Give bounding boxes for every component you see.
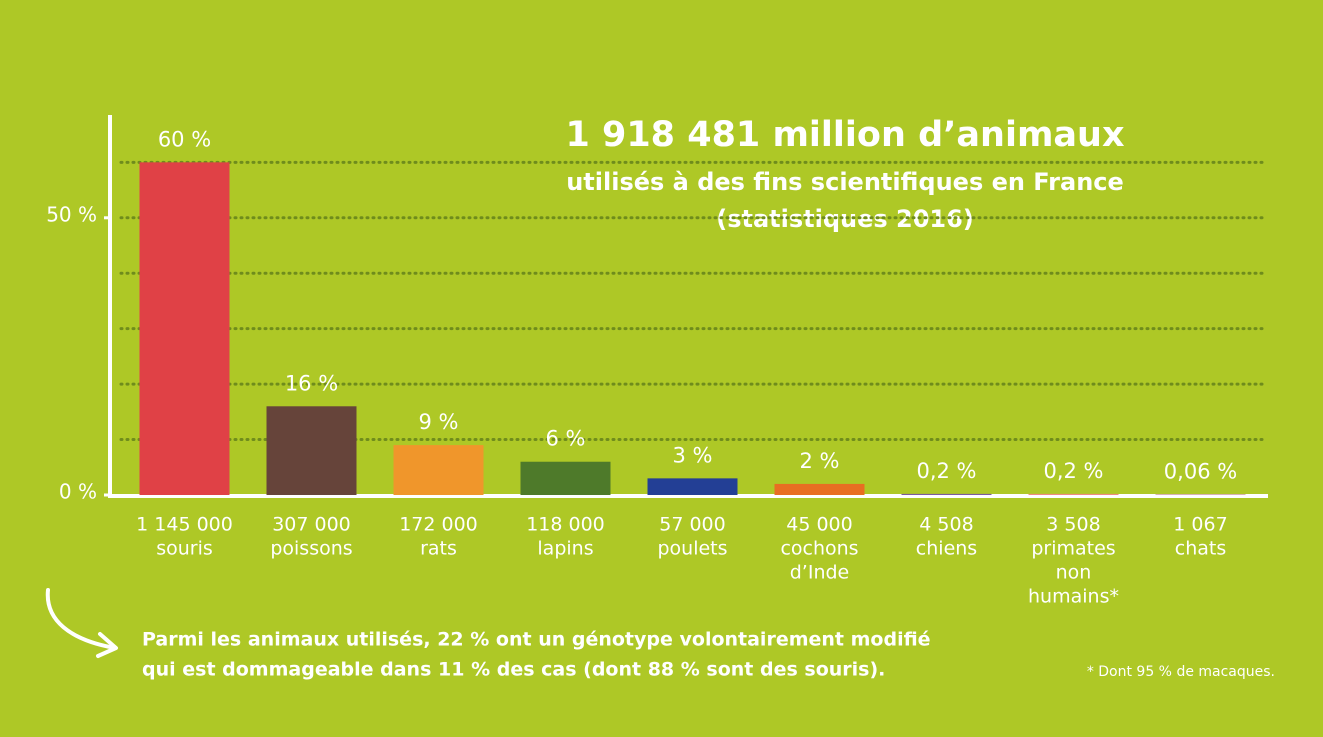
bar <box>139 162 230 495</box>
x-tick-label: lapins <box>537 538 593 560</box>
bar <box>266 406 357 495</box>
y-tick-label: 50 % <box>46 202 97 226</box>
bar <box>774 483 865 495</box>
value-label: 0,2 % <box>916 459 976 483</box>
note: Parmi les animaux utilisés, 22 % ont un … <box>142 629 931 651</box>
bar <box>901 493 992 495</box>
count-label: 307 000 <box>272 514 351 536</box>
count-label: 172 000 <box>399 514 478 536</box>
value-label: 6 % <box>546 427 586 451</box>
value-label: 16 % <box>285 371 338 395</box>
x-tick-label: poissons <box>270 538 352 560</box>
count-label: 1 145 000 <box>136 514 233 536</box>
x-tick-label: chats <box>1175 538 1226 560</box>
bar <box>1028 493 1119 495</box>
count-label: 45 000 <box>786 514 852 536</box>
count-label: 3 508 <box>1046 514 1100 536</box>
x-tick-label: d’Inde <box>790 562 850 584</box>
arrow-head <box>96 632 118 658</box>
bar <box>520 461 611 495</box>
value-label: 2 % <box>800 449 840 473</box>
x-tick-label: rats <box>420 538 457 560</box>
x-tick-label: primates <box>1031 538 1115 560</box>
value-label: 0,06 % <box>1164 460 1237 484</box>
bar <box>393 445 484 495</box>
count-label: 57 000 <box>659 514 725 536</box>
count-label: 4 508 <box>919 514 973 536</box>
value-label: 0,2 % <box>1043 459 1103 483</box>
x-tick-label: humains* <box>1028 586 1119 608</box>
chart-subtitle: (statistiques 2016) <box>716 205 974 233</box>
count-label: 1 067 <box>1173 514 1227 536</box>
bar <box>647 478 738 495</box>
y-tick-label: 0 % <box>59 480 97 504</box>
chart-title: 1 918 481 million d’animaux <box>565 115 1125 155</box>
count-label: 118 000 <box>526 514 605 536</box>
value-label: 3 % <box>673 443 713 467</box>
x-tick-label: cochons <box>780 538 858 560</box>
chart-subtitle: utilisés à des fins scientifiques en Fra… <box>566 168 1124 196</box>
note: qui est dommageable dans 11 % des cas (d… <box>142 659 885 681</box>
arrow <box>45 588 117 650</box>
x-tick-label: poulets <box>657 538 727 560</box>
x-tick-label: souris <box>156 538 213 560</box>
value-label: 60 % <box>158 127 211 151</box>
footnote: * Dont 95 % de macaques. <box>1087 664 1275 680</box>
x-tick-label: non <box>1056 562 1092 584</box>
x-tick-label: chiens <box>916 538 977 560</box>
value-label: 9 % <box>419 410 459 434</box>
